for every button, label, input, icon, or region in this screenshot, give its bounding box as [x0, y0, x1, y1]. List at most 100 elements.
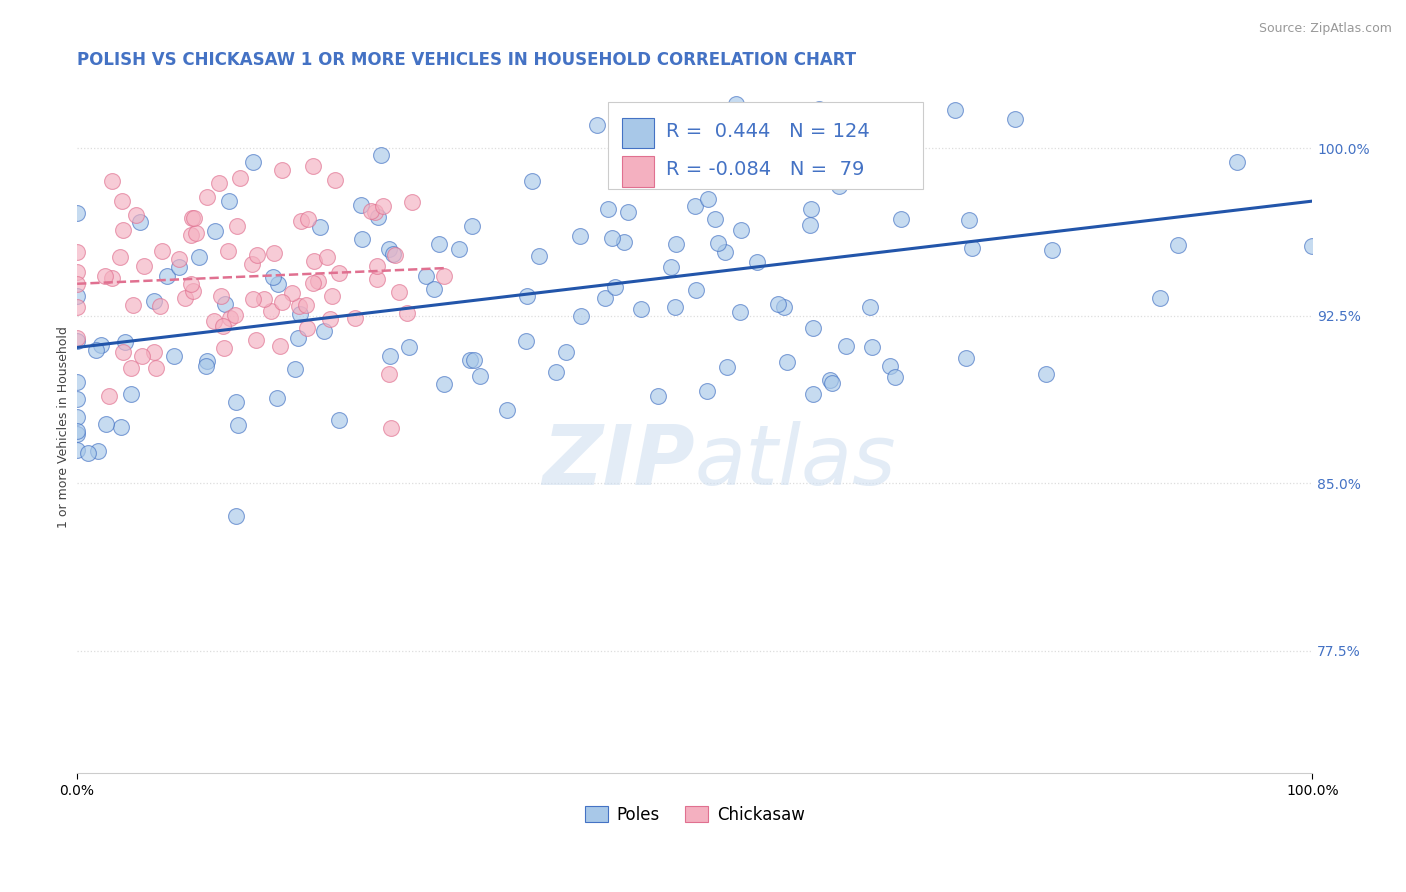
- Point: [886, 128, 908, 143]
- Text: R =  0.444   N = 124: R = 0.444 N = 124: [666, 122, 870, 141]
- Point: [1167, 238, 1189, 252]
- Point: [685, 199, 707, 213]
- Point: [821, 376, 844, 391]
- Point: [773, 300, 796, 314]
- Point: [800, 202, 823, 217]
- Point: [124, 208, 146, 222]
- Point: [263, 246, 285, 260]
- Point: [66, 245, 89, 260]
- Point: [218, 194, 240, 209]
- Point: [242, 257, 264, 271]
- Point: [817, 125, 839, 139]
- Point: [776, 354, 799, 368]
- Point: [630, 301, 652, 316]
- Point: [214, 296, 236, 310]
- Point: [219, 310, 242, 325]
- Point: [828, 147, 851, 161]
- Point: [766, 148, 789, 162]
- Point: [66, 288, 89, 302]
- Point: [208, 176, 231, 190]
- Point: [955, 351, 977, 366]
- Point: [730, 223, 752, 237]
- Point: [943, 103, 966, 117]
- Point: [879, 359, 901, 373]
- Point: [388, 285, 411, 299]
- Point: [884, 369, 907, 384]
- FancyBboxPatch shape: [621, 156, 654, 186]
- Point: [716, 359, 738, 374]
- Point: [112, 344, 135, 359]
- Point: [224, 308, 246, 322]
- Point: [120, 361, 142, 376]
- Point: [860, 340, 883, 354]
- Point: [1301, 239, 1323, 253]
- Point: [703, 211, 725, 226]
- Point: [225, 219, 247, 233]
- Point: [600, 230, 623, 244]
- Point: [827, 179, 849, 194]
- Point: [344, 311, 367, 326]
- Point: [328, 412, 350, 426]
- Text: ZIP: ZIP: [543, 422, 695, 502]
- Point: [66, 427, 89, 442]
- Point: [204, 224, 226, 238]
- Point: [145, 360, 167, 375]
- Point: [225, 395, 247, 409]
- Point: [169, 260, 191, 274]
- Text: Source: ZipAtlas.com: Source: ZipAtlas.com: [1258, 22, 1392, 36]
- Point: [246, 248, 269, 262]
- Point: [156, 269, 179, 284]
- Point: [295, 298, 318, 312]
- Point: [422, 282, 444, 296]
- Y-axis label: 1 or more Vehicles in Household: 1 or more Vehicles in Household: [58, 326, 70, 528]
- Point: [131, 349, 153, 363]
- Point: [962, 241, 984, 255]
- FancyBboxPatch shape: [609, 102, 924, 188]
- Point: [380, 420, 402, 434]
- Point: [312, 325, 335, 339]
- Point: [801, 321, 824, 335]
- Point: [287, 331, 309, 345]
- Point: [94, 268, 117, 283]
- Point: [225, 508, 247, 523]
- Point: [859, 300, 882, 314]
- Point: [295, 320, 318, 334]
- Point: [229, 170, 252, 185]
- Point: [516, 289, 538, 303]
- Point: [269, 339, 291, 353]
- Point: [308, 219, 330, 234]
- Point: [150, 244, 173, 259]
- Point: [262, 270, 284, 285]
- Point: [245, 333, 267, 347]
- Point: [266, 391, 288, 405]
- Point: [768, 297, 790, 311]
- Point: [801, 387, 824, 401]
- Point: [84, 343, 107, 357]
- Point: [568, 229, 591, 244]
- Point: [696, 384, 718, 398]
- Point: [242, 293, 264, 307]
- Point: [447, 242, 470, 256]
- Point: [605, 280, 627, 294]
- Point: [90, 338, 112, 352]
- Point: [121, 298, 143, 312]
- Point: [284, 362, 307, 376]
- Point: [957, 212, 980, 227]
- Text: R = -0.084   N =  79: R = -0.084 N = 79: [666, 161, 865, 179]
- Point: [149, 299, 172, 313]
- Point: [288, 308, 311, 322]
- Point: [302, 276, 325, 290]
- Point: [401, 194, 423, 209]
- Point: [664, 300, 686, 314]
- Point: [696, 192, 718, 206]
- Point: [768, 141, 790, 155]
- Point: [302, 253, 325, 268]
- Point: [360, 203, 382, 218]
- Point: [613, 235, 636, 249]
- Point: [468, 368, 491, 383]
- Point: [302, 159, 325, 173]
- Point: [183, 211, 205, 226]
- Point: [101, 174, 124, 188]
- Point: [745, 255, 768, 269]
- Point: [384, 247, 406, 261]
